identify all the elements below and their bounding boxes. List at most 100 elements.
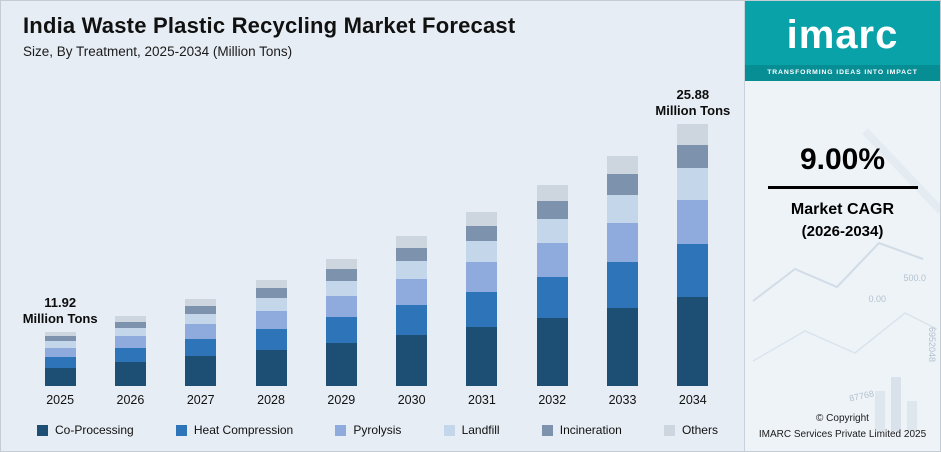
x-axis-label: 2034 <box>678 393 707 407</box>
segment-incineration <box>325 269 357 281</box>
segment-others <box>255 280 287 289</box>
segment-landfill <box>255 297 287 311</box>
segment-landfill <box>114 327 146 337</box>
legend-item: Others <box>663 423 718 437</box>
cagr-divider <box>767 186 918 189</box>
stacked-bar <box>114 316 146 386</box>
segment-landfill <box>466 241 498 263</box>
segment-pyrolysis <box>114 336 146 349</box>
segment-heat-compression <box>677 244 709 297</box>
x-axis-label: 2027 <box>186 393 215 407</box>
segment-incineration <box>466 225 498 242</box>
stacked-bar <box>325 259 357 386</box>
stacked-bar <box>466 212 498 386</box>
segment-others <box>325 259 357 270</box>
x-axis-label: 2025 <box>46 393 75 407</box>
imarc-logo: imarc TRANSFORMING IDEAS INTO IMPACT <box>745 1 940 81</box>
segment-others <box>607 156 639 175</box>
stacked-bar <box>396 236 428 386</box>
segment-heat-compression <box>396 304 428 335</box>
segment-co-processing <box>677 296 709 386</box>
segment-pyrolysis <box>396 279 428 305</box>
copyright: © Copyright IMARC Services Private Limit… <box>745 411 940 442</box>
stacked-bar <box>185 299 217 386</box>
legend-label: Landfill <box>461 423 500 437</box>
bar-column: 2033 <box>587 77 657 407</box>
segment-co-processing <box>114 362 146 386</box>
cagr-block: 9.00% Market CAGR (2026-2034) <box>745 143 940 240</box>
segment-others <box>677 124 709 145</box>
segment-landfill <box>677 168 709 200</box>
legend-item: Pyrolysis <box>335 423 401 437</box>
stacked-bar-chart: 11.92 Million Tons 2025 2026 2027 2028 2029 203… <box>22 77 731 408</box>
x-axis-label: 2031 <box>468 393 496 407</box>
segment-pyrolysis <box>607 222 639 262</box>
segment-incineration <box>536 201 568 220</box>
segment-co-processing <box>325 342 357 386</box>
bar-column: 25.88 Million Tons 2034 <box>655 77 730 408</box>
imarc-logo-tagline: TRANSFORMING IDEAS INTO IMPACT <box>745 65 940 81</box>
bar-column: 2027 <box>166 77 236 407</box>
decor-number: 6952048 <box>927 327 937 363</box>
legend-swatch <box>663 424 675 436</box>
segment-co-processing <box>466 326 498 386</box>
segment-pyrolysis <box>677 199 709 245</box>
segment-heat-compression <box>185 339 217 357</box>
segment-others <box>44 332 76 337</box>
segment-heat-compression <box>44 356 76 368</box>
legend-item: Co-Processing <box>37 423 134 437</box>
segment-pyrolysis <box>466 262 498 292</box>
segment-heat-compression <box>255 328 287 350</box>
segment-co-processing <box>396 334 428 386</box>
legend-item: Incineration <box>541 423 622 437</box>
bar-column: 2026 <box>95 77 165 407</box>
legend-swatch <box>335 424 347 436</box>
stacked-bar <box>677 124 709 386</box>
segment-landfill <box>325 280 357 296</box>
segment-heat-compression <box>466 291 498 327</box>
segment-pyrolysis <box>325 295 357 318</box>
legend-label: Heat Compression <box>193 423 294 437</box>
legend-label: Others <box>681 423 718 437</box>
segment-pyrolysis <box>255 310 287 329</box>
segment-incineration <box>255 288 287 298</box>
x-axis-label: 2029 <box>327 393 356 407</box>
segment-others <box>185 299 217 306</box>
segment-others <box>396 236 428 248</box>
segment-co-processing <box>185 356 217 386</box>
bar-column: 11.92 Million Tons 2025 <box>22 77 98 408</box>
segment-co-processing <box>255 349 287 386</box>
segment-pyrolysis <box>536 243 568 278</box>
segment-incineration <box>44 336 76 342</box>
segment-others <box>536 185 568 202</box>
segment-landfill <box>607 195 639 223</box>
segment-heat-compression <box>325 317 357 343</box>
bar-column: 2029 <box>306 77 376 407</box>
copyright-line2: IMARC Services Private Limited 2025 <box>758 428 927 440</box>
decor-chart-lines <box>752 128 940 431</box>
legend-item: Heat Compression <box>175 423 294 437</box>
segment-others <box>114 316 146 322</box>
bar-annotation: 11.92 Million Tons <box>22 294 98 326</box>
decor-number: 0.00 <box>868 294 886 304</box>
legend-swatch <box>541 424 553 436</box>
legend-label: Incineration <box>559 423 622 437</box>
segment-heat-compression <box>536 277 568 318</box>
x-axis-label: 2030 <box>397 393 426 407</box>
segment-incineration <box>607 174 639 196</box>
segment-heat-compression <box>607 261 639 308</box>
cagr-label: Market CAGR <box>790 201 895 218</box>
stacked-bar <box>44 332 76 386</box>
segment-landfill <box>536 219 568 244</box>
segment-landfill <box>396 261 428 280</box>
legend-item: Landfill <box>443 423 500 437</box>
stacked-bar <box>536 185 568 386</box>
stacked-bar <box>607 156 639 386</box>
legend-swatch <box>443 424 455 436</box>
segment-pyrolysis <box>44 347 76 357</box>
segment-co-processing <box>536 317 568 386</box>
segment-incineration <box>185 306 217 314</box>
x-axis-label: 2028 <box>257 393 285 407</box>
x-axis-label: 2033 <box>608 393 637 407</box>
copyright-line1: © Copyright <box>816 413 869 424</box>
